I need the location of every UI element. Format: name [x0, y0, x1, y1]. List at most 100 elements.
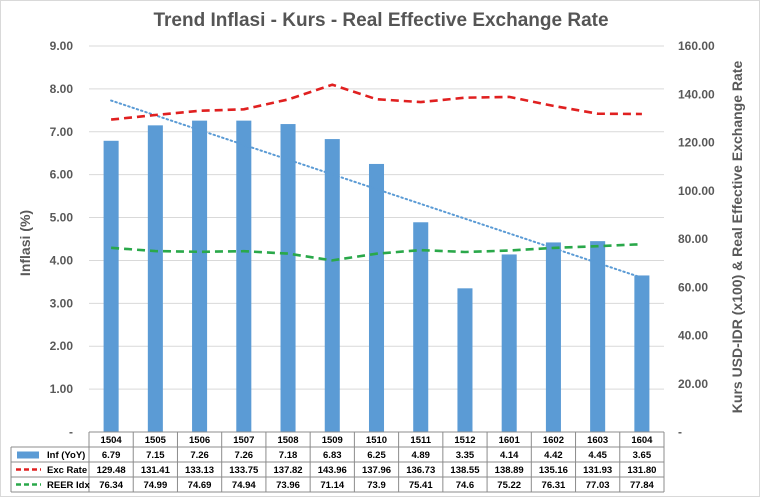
- table-value-cell: 133.75: [229, 465, 259, 476]
- table-header-cell: 1508: [277, 435, 298, 446]
- y-tick-label: -: [69, 425, 73, 439]
- bar: [280, 124, 296, 433]
- table-value-cell: 76.31: [542, 480, 566, 491]
- table-header-cell: 1604: [631, 435, 653, 446]
- table-value-cell: 7.26: [190, 450, 209, 461]
- table-value-cell: 135.16: [539, 465, 568, 476]
- table-header-cell: 1601: [499, 435, 521, 446]
- y2-tick-label: 160.00: [678, 39, 715, 53]
- table-value-cell: 74.94: [232, 480, 256, 491]
- table-header-cell: 1510: [366, 435, 387, 446]
- table-value-cell: 137.96: [362, 465, 391, 476]
- line-series: [110, 83, 642, 262]
- table-value-cell: 143.96: [318, 465, 347, 476]
- y2-tick-label: -: [678, 425, 682, 439]
- y2-tick-label: 40.00: [678, 329, 708, 343]
- y-tick-label: 7.00: [50, 125, 74, 139]
- table-value-cell: 6.25: [367, 450, 386, 461]
- chart-title: Trend Inflasi - Kurs - Real Effective Ex…: [153, 10, 608, 31]
- table-value-cell: 4.89: [411, 450, 430, 461]
- table-header-cell: 1512: [454, 435, 475, 446]
- table-value-cell: 75.41: [409, 480, 433, 491]
- table-value-cell: 74.6: [456, 480, 475, 491]
- table-value-cell: 77.84: [630, 480, 654, 491]
- table-value-cell: 77.03: [586, 480, 610, 491]
- bar: [634, 275, 650, 432]
- bar: [545, 242, 561, 432]
- legend-label: REER Idx: [47, 480, 90, 491]
- table-value-cell: 3.35: [456, 450, 475, 461]
- bar: [501, 254, 517, 432]
- y-tick-label: 9.00: [50, 39, 74, 53]
- bar: [236, 120, 252, 433]
- table-value-cell: 7.15: [146, 450, 165, 461]
- y2-axis-title: Kurs USD-IDR (x100) & Real Effective Exc…: [729, 61, 745, 414]
- bar: [147, 125, 163, 432]
- table-value-cell: 138.89: [495, 465, 524, 476]
- y2-tick-label: 140.00: [678, 87, 715, 101]
- y-tick-label: 4.00: [50, 253, 74, 267]
- bar: [590, 241, 606, 432]
- table-header-cell: 1507: [233, 435, 254, 446]
- table-value-cell: 136.73: [406, 465, 435, 476]
- y2-tick-label: 20.00: [678, 377, 708, 391]
- table-value-cell: 6.83: [323, 450, 342, 461]
- y2-tick-label: 60.00: [678, 280, 708, 294]
- table-header-cell: 1511: [410, 435, 431, 446]
- table-value-cell: 7.18: [279, 450, 298, 461]
- table-value-cell: 75.22: [497, 480, 521, 491]
- line-reer-idx: [111, 242, 642, 262]
- trendline-layer: [110, 99, 643, 279]
- table-value-cell: 76.34: [99, 480, 123, 491]
- y2-tick-label: 120.00: [678, 136, 715, 150]
- table-value-cell: 4.42: [544, 450, 563, 461]
- y-tick-label: 3.00: [50, 296, 74, 310]
- table-value-cell: 3.65: [633, 450, 652, 461]
- bar: [192, 120, 208, 433]
- table-value-cell: 73.96: [276, 480, 300, 491]
- table-value-cell: 131.41: [141, 465, 171, 476]
- y-tick-label: 2.00: [50, 339, 74, 353]
- y2-tick-label: 100.00: [678, 184, 715, 198]
- bar: [368, 163, 385, 432]
- bar: [457, 288, 473, 432]
- legend-label: Exc Rate: [47, 465, 87, 476]
- y-axis-title: Inflasi (%): [17, 210, 33, 276]
- table-value-cell: 129.48: [97, 465, 126, 476]
- y-tick-label: 8.00: [50, 82, 74, 96]
- axis-ticks: - 1.00 2.00 3.00 4.00 5.00 6.00 7.00 8.00 9.00 - 20…: [50, 39, 715, 439]
- table-header-cell: 1602: [543, 435, 564, 446]
- table-value-cell: 137.82: [274, 465, 303, 476]
- table-value-cell: 73.9: [367, 480, 386, 491]
- bar: [413, 222, 429, 432]
- table-header-cell: 1504: [101, 435, 123, 446]
- legend-label: Inf (YoY): [47, 450, 85, 461]
- line-exc-rate: [110, 83, 642, 121]
- bar: [103, 140, 119, 433]
- table-value-cell: 4.14: [500, 450, 519, 461]
- bar: [324, 139, 340, 432]
- table-value-cell: 4.45: [588, 450, 607, 461]
- y-tick-label: 6.00: [50, 168, 74, 182]
- bar-series: [103, 120, 650, 433]
- y2-tick-label: 80.00: [678, 232, 708, 246]
- legend-key: [17, 451, 39, 459]
- table-header-cell: 1603: [587, 435, 608, 446]
- table-value-cell: 7.26: [235, 450, 254, 461]
- y-tick-label: 5.00: [50, 211, 74, 225]
- table-value-cell: 74.99: [143, 480, 167, 491]
- table-value-cell: 133.13: [185, 465, 214, 476]
- data-table: 1504 1505 1506 1507 1508 1509 1510 1511 1512 1601…: [10, 431, 665, 493]
- table-value-cell: 138.55: [450, 465, 480, 476]
- table-value-cell: 6.79: [102, 450, 121, 461]
- y-tick-label: 1.00: [50, 382, 74, 396]
- table-value-cell: 131.93: [583, 465, 612, 476]
- trendline: [110, 99, 643, 279]
- table-header-cell: 1505: [145, 435, 167, 446]
- table-header-cell: 1509: [322, 435, 343, 446]
- table-value-cell: 131.80: [627, 465, 656, 476]
- table-value-cell: 71.14: [320, 480, 344, 491]
- table-value-cell: 74.69: [188, 480, 212, 491]
